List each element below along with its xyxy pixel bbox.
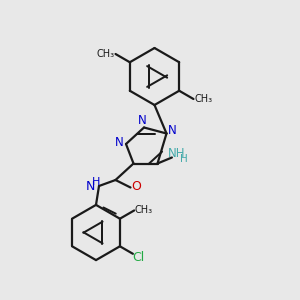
Text: Cl: Cl: [132, 251, 144, 264]
Text: N: N: [85, 179, 95, 193]
Text: O: O: [131, 180, 141, 194]
Text: CH₃: CH₃: [194, 94, 212, 104]
Text: N: N: [115, 136, 124, 149]
Text: CH₃: CH₃: [135, 205, 153, 215]
Text: CH₃: CH₃: [97, 49, 115, 59]
Text: N: N: [168, 124, 177, 137]
Text: H: H: [92, 177, 100, 187]
Text: N: N: [138, 114, 147, 128]
Text: NH: NH: [168, 147, 186, 161]
Text: H: H: [180, 154, 188, 164]
